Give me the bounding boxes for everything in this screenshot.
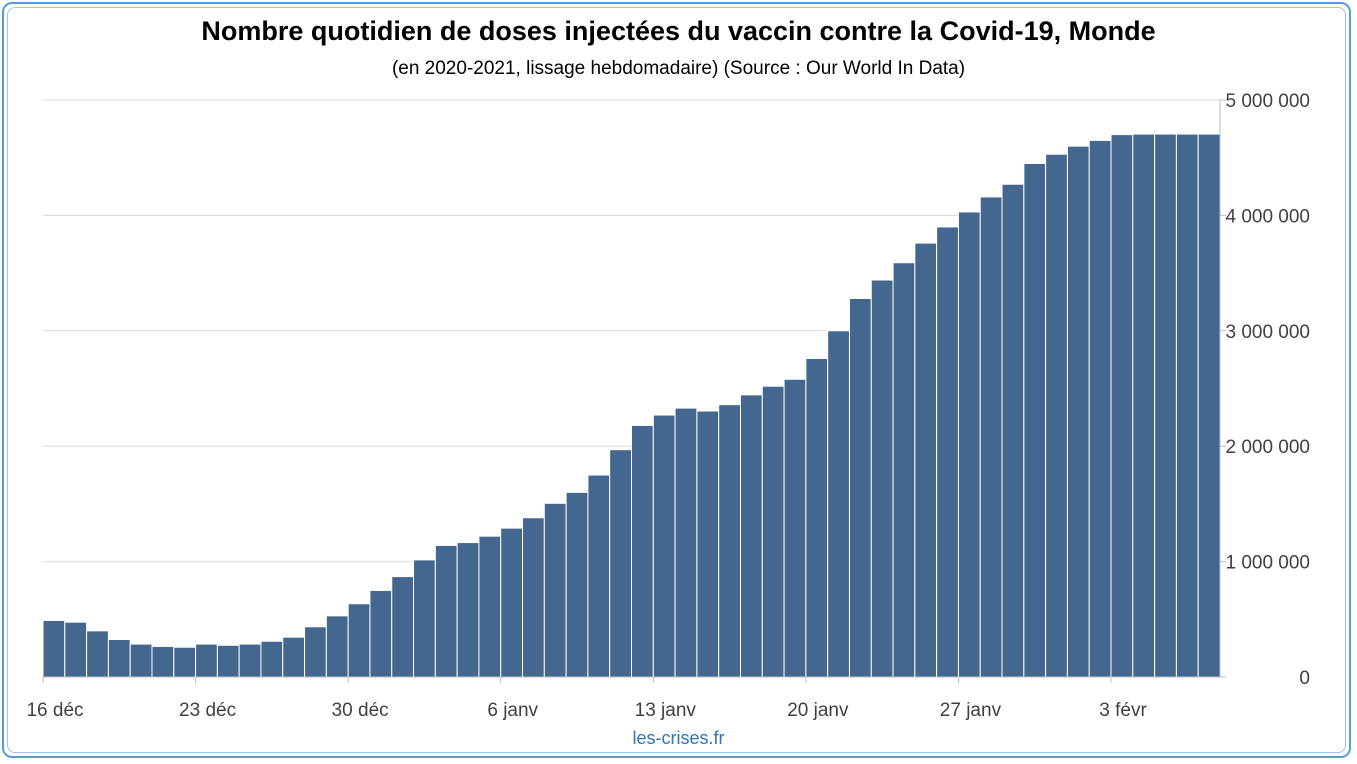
bar <box>478 535 502 678</box>
bar <box>870 279 894 678</box>
bar <box>1132 133 1156 678</box>
bar <box>979 196 1003 678</box>
bar <box>609 449 632 678</box>
bar <box>304 626 327 678</box>
bar <box>64 621 88 678</box>
y-tick-label: 4 000 000 <box>1225 206 1310 227</box>
bar <box>848 297 872 678</box>
bar <box>173 646 197 678</box>
bar <box>456 542 480 678</box>
bar <box>260 640 284 678</box>
bar <box>696 410 720 678</box>
bar <box>369 589 393 678</box>
bar <box>936 226 959 678</box>
bar <box>86 630 109 678</box>
bar <box>739 394 763 678</box>
bar <box>42 619 66 678</box>
y-tick-label: 0 <box>1299 668 1310 689</box>
bar <box>500 527 524 678</box>
bar <box>1154 133 1177 678</box>
bar <box>1175 133 1199 678</box>
bar <box>1088 139 1112 678</box>
chart-subtitle: (en 2020-2021, lissage hebdomadaire) (So… <box>391 58 966 79</box>
chart-title: Nombre quotidien de doses injectées du v… <box>201 16 1156 46</box>
bar <box>1001 183 1025 678</box>
x-tick-label: 13 janv <box>635 700 697 721</box>
axes <box>42 99 1226 683</box>
bar <box>718 404 741 678</box>
x-tick-labels: 16 déc 23 déc 30 déc 6 janv 13 janv 20 janv 27… <box>26 700 1147 721</box>
x-tick-label: 27 janv <box>940 700 1002 721</box>
bar <box>914 242 938 678</box>
bar <box>892 262 916 678</box>
bar <box>783 378 807 678</box>
bar <box>1023 162 1047 678</box>
chart-inner-frame <box>7 7 1346 753</box>
bar <box>391 576 415 678</box>
bar <box>1045 153 1068 678</box>
x-tick-label: 20 janv <box>787 700 849 721</box>
bar <box>1110 134 1134 678</box>
bar <box>827 330 850 678</box>
x-tick-label: 23 déc <box>179 700 236 721</box>
source-credit: les-crises.fr <box>632 728 725 748</box>
x-tick-label: 30 déc <box>332 700 389 721</box>
bar <box>151 645 175 678</box>
bar <box>325 615 349 678</box>
y-tick-label: 5 000 000 <box>1225 91 1310 112</box>
bar <box>761 385 785 678</box>
bar <box>238 643 262 678</box>
bar <box>587 474 611 678</box>
y-tick-labels: 0 1 000 000 2 000 000 3 000 000 4 000 000 5 0… <box>1225 91 1310 689</box>
bar <box>957 211 981 678</box>
bar <box>1066 145 1090 678</box>
y-tick-label: 1 000 000 <box>1225 553 1310 574</box>
bar <box>282 636 306 678</box>
bar <box>522 517 545 678</box>
bar <box>565 491 589 678</box>
x-tick-label: 16 déc <box>26 700 83 721</box>
bar <box>434 544 458 678</box>
bar <box>413 559 436 678</box>
bar <box>674 407 698 678</box>
y-tick-label: 2 000 000 <box>1225 437 1310 458</box>
bar <box>347 603 371 678</box>
bar <box>543 502 567 678</box>
y-tick-label: 3 000 000 <box>1225 322 1310 343</box>
bar <box>1197 133 1221 678</box>
bar <box>631 424 654 678</box>
bar <box>129 643 153 678</box>
bar <box>216 644 240 678</box>
bar <box>195 643 218 678</box>
x-tick-label: 6 janv <box>487 700 538 721</box>
bar <box>652 414 676 678</box>
bar <box>107 638 131 678</box>
bar <box>805 357 829 678</box>
x-tick-label: 3 févr <box>1099 700 1147 721</box>
bars <box>42 133 1221 678</box>
